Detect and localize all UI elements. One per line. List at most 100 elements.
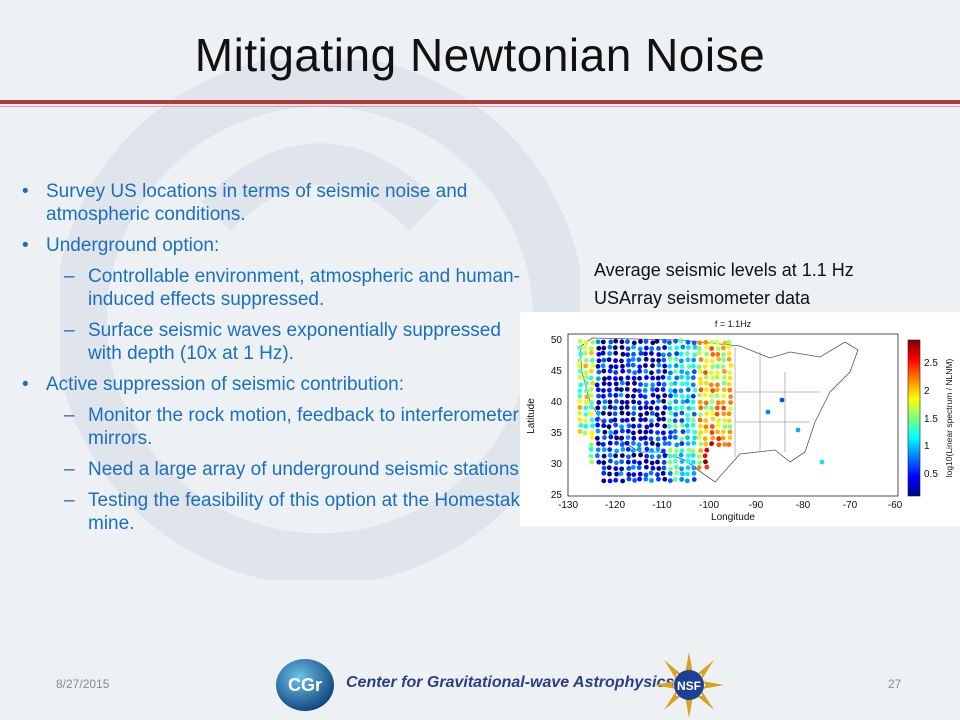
station-dot <box>721 369 727 374</box>
station-dot <box>631 375 637 381</box>
station-dot <box>631 399 637 405</box>
station-dot <box>624 404 630 410</box>
station-dot <box>606 465 612 471</box>
station-dot <box>654 412 660 418</box>
station-dot <box>648 429 654 435</box>
station-dot <box>588 346 594 351</box>
station-dot <box>590 363 596 368</box>
station-dot <box>649 351 654 356</box>
station-dot <box>727 351 732 356</box>
station-dot <box>632 380 637 386</box>
station-dot <box>630 464 636 470</box>
station-dot <box>661 448 666 454</box>
station-dot <box>614 448 619 454</box>
station-dot <box>583 418 588 424</box>
station-dot <box>638 436 644 441</box>
station-dot <box>703 405 709 410</box>
station-dot <box>625 339 630 345</box>
station-dot <box>588 442 594 448</box>
station-dot <box>608 418 614 424</box>
station-dot <box>703 424 709 430</box>
station-dot <box>721 380 727 386</box>
station-dot <box>606 357 612 363</box>
station-dot <box>649 418 654 424</box>
station-dot <box>667 356 673 362</box>
station-dot <box>709 399 715 404</box>
station-dot <box>697 460 703 466</box>
station-dot <box>662 476 668 482</box>
station-dot <box>607 452 613 458</box>
station-dot <box>697 340 703 346</box>
footer-organization: Center for Gravitational-wave Astrophysi… <box>346 674 675 691</box>
station-dot <box>619 424 625 430</box>
station-dot <box>620 478 626 484</box>
station-dot <box>691 440 697 446</box>
station-dot <box>704 358 709 364</box>
station-dot <box>620 447 626 452</box>
station-dot <box>726 411 732 417</box>
station-dot <box>710 416 716 422</box>
station-dot <box>668 430 673 435</box>
station-dot <box>601 381 607 386</box>
station-dot <box>690 406 696 411</box>
station-dot <box>692 429 698 435</box>
station-dot <box>613 338 619 344</box>
station-dot <box>601 423 607 429</box>
sub-bullet-item: Need a large array of underground seismi… <box>22 458 532 481</box>
station-dot <box>696 346 702 351</box>
station-dot <box>696 350 702 356</box>
station-dot <box>650 382 656 388</box>
station-dot <box>661 430 666 436</box>
station-dot <box>577 388 583 394</box>
station-dot <box>630 448 636 454</box>
station-dot <box>613 466 619 471</box>
station-dot <box>601 345 607 351</box>
station-dot <box>703 428 709 434</box>
station-dot <box>698 387 704 393</box>
station-dot <box>638 382 643 387</box>
station-dot <box>679 410 685 416</box>
station-dot <box>590 339 596 345</box>
station-dot <box>583 357 589 363</box>
station-dot <box>656 369 661 374</box>
station-dot <box>607 392 613 398</box>
station-dot <box>626 423 632 429</box>
station-dot <box>656 381 662 387</box>
station-dot <box>715 400 721 406</box>
caption-line: Average seismic levels at 1.1 Hz <box>594 260 854 280</box>
station-dot <box>588 375 594 381</box>
station-dot <box>636 465 642 471</box>
bullet-item: Survey US locations in terms of seismic … <box>22 180 532 226</box>
station-dot <box>710 388 716 393</box>
station-dot <box>819 459 825 465</box>
station-dot <box>722 442 728 447</box>
station-dot <box>643 464 649 470</box>
colorbar-label: log10(Linear spectrum / NLNM) <box>944 359 954 478</box>
station-dot <box>679 418 685 423</box>
station-dot <box>668 466 673 472</box>
station-dot <box>662 405 668 410</box>
station-dot <box>595 387 601 393</box>
station-dot <box>644 453 650 459</box>
station-dot <box>596 358 602 364</box>
station-dot <box>607 351 613 356</box>
station-dot <box>636 357 642 363</box>
station-dot <box>596 459 602 465</box>
station-dot <box>638 339 643 344</box>
station-dot <box>612 417 618 423</box>
station-dot <box>680 399 686 405</box>
station-dot <box>637 346 643 352</box>
station-dot <box>692 435 697 441</box>
station-dots <box>576 338 825 484</box>
station-dot <box>666 352 672 357</box>
station-dot <box>595 428 601 434</box>
station-dot <box>626 472 632 477</box>
station-dot <box>589 417 595 423</box>
station-dot <box>600 442 606 447</box>
station-dot <box>588 393 594 399</box>
station-dot <box>613 364 619 370</box>
station-dot <box>588 453 594 459</box>
station-dot <box>654 405 660 411</box>
station-dot <box>708 382 714 388</box>
station-dot <box>679 459 685 464</box>
